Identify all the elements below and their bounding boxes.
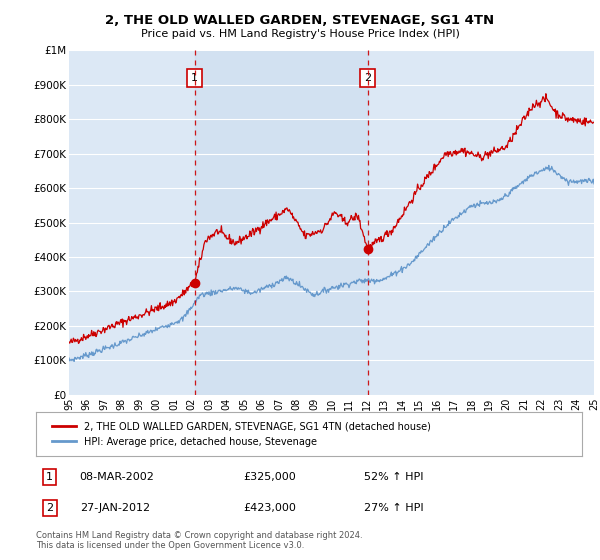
- Text: 1: 1: [46, 472, 53, 482]
- Text: 27% ↑ HPI: 27% ↑ HPI: [364, 503, 423, 513]
- Text: 2: 2: [364, 73, 371, 83]
- Legend: 2, THE OLD WALLED GARDEN, STEVENAGE, SG1 4TN (detached house), HPI: Average pric: 2, THE OLD WALLED GARDEN, STEVENAGE, SG1…: [46, 416, 437, 452]
- Text: Price paid vs. HM Land Registry's House Price Index (HPI): Price paid vs. HM Land Registry's House …: [140, 29, 460, 39]
- Text: 52% ↑ HPI: 52% ↑ HPI: [364, 472, 423, 482]
- Text: 2: 2: [46, 503, 53, 513]
- Text: £325,000: £325,000: [244, 472, 296, 482]
- Text: £423,000: £423,000: [244, 503, 296, 513]
- Text: 27-JAN-2012: 27-JAN-2012: [80, 503, 150, 513]
- Text: 1: 1: [191, 73, 198, 83]
- Text: Contains HM Land Registry data © Crown copyright and database right 2024.
This d: Contains HM Land Registry data © Crown c…: [36, 531, 362, 550]
- Text: 2, THE OLD WALLED GARDEN, STEVENAGE, SG1 4TN: 2, THE OLD WALLED GARDEN, STEVENAGE, SG1…: [106, 14, 494, 27]
- Bar: [194, 50, 368, 395]
- Text: 08-MAR-2002: 08-MAR-2002: [80, 472, 155, 482]
